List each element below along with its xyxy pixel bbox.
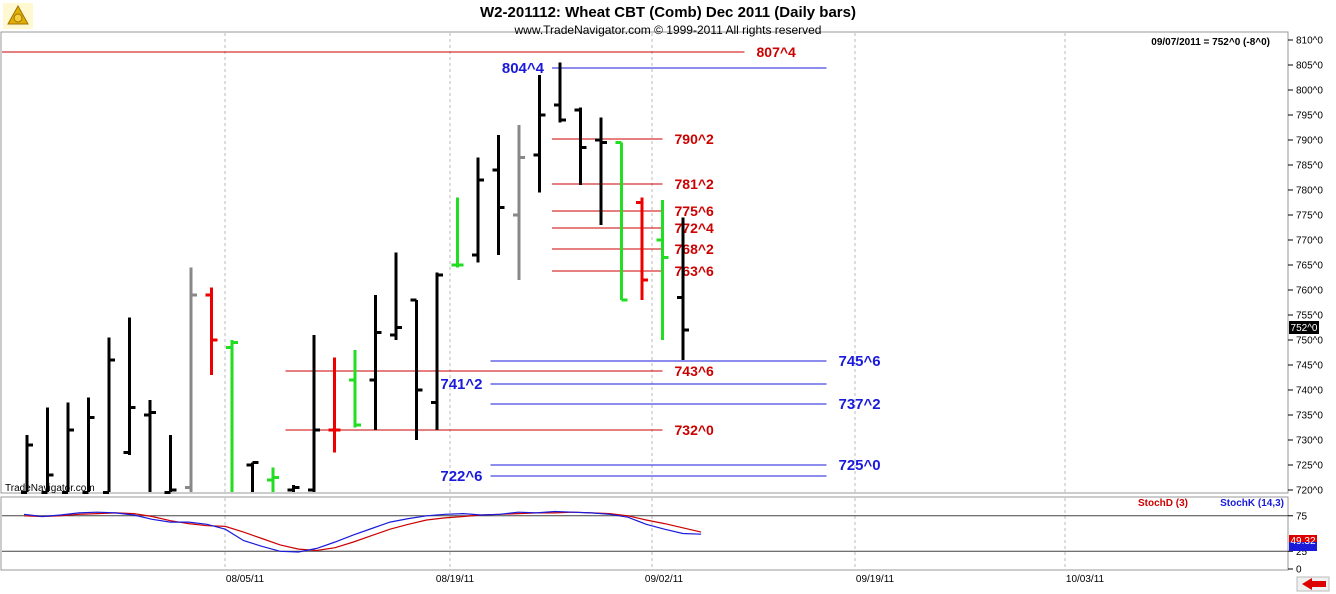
y-tick-label: 810^0: [1296, 36, 1323, 47]
price-bar: [513, 125, 525, 280]
y-tick-label: 740^0: [1296, 386, 1323, 397]
chart-title: W2-201112: Wheat CBT (Comb) Dec 2011 (Da…: [480, 4, 856, 21]
level-label: 741^2: [440, 376, 482, 393]
price-bar: [205, 287, 218, 375]
level-label: 745^6: [839, 353, 881, 370]
price-bar: [636, 197, 648, 300]
price-bar: [472, 157, 484, 263]
stoch-last-value: 49.32: [1290, 536, 1315, 547]
price-bar: [226, 340, 238, 492]
date-axis: 08/05/11 08/19/11 09/02/11 09/19/11 10/03/11: [226, 574, 1105, 585]
y-tick-label: 760^0: [1296, 286, 1323, 297]
level-label: 732^0: [675, 422, 715, 438]
y-tick-label: 780^0: [1296, 186, 1323, 197]
price-bar: [41, 407, 54, 494]
price-bar: [82, 397, 95, 494]
last-price-marker: 752^0: [1289, 321, 1319, 334]
price-bar: [144, 400, 156, 492]
copyright-text: www.TradeNavigator.com © 1999-2011 All r…: [514, 23, 822, 37]
y-tick-label: 800^0: [1296, 86, 1323, 97]
stoch-k-legend: StochK (14,3): [1220, 498, 1284, 509]
grid: [224, 33, 1066, 569]
price-bar: [554, 62, 566, 123]
x-tick-label: 08/19/11: [436, 574, 475, 585]
price-bar: [390, 252, 402, 340]
stoch-k-line: [23, 510, 702, 553]
price-bar: [246, 461, 259, 492]
level-label: 763^6: [675, 263, 715, 279]
y-tick-label: 765^0: [1296, 261, 1323, 272]
y-tick-label: 730^0: [1296, 436, 1323, 447]
price-bar: [287, 485, 300, 492]
x-tick-label: 09/02/11: [645, 574, 684, 585]
price-bar: [677, 217, 689, 360]
level-label: 743^6: [675, 363, 715, 379]
level-label: 807^4: [757, 44, 797, 60]
scroll-left-arrow-icon[interactable]: [1296, 576, 1330, 592]
y-tick-label: 805^0: [1296, 61, 1323, 72]
price-bar: [103, 337, 115, 494]
price-bar: [164, 435, 177, 494]
y-tick-label: 735^0: [1296, 411, 1323, 422]
price-bar: [574, 107, 587, 185]
y-tick-label: 785^0: [1296, 161, 1323, 172]
y-tick-label: 795^0: [1296, 111, 1323, 122]
stoch-tick-label: 25: [1296, 547, 1308, 558]
stoch-tick-label: 75: [1296, 511, 1308, 522]
price-bar: [451, 197, 464, 268]
price-axis: 810^0 805^0 800^0 795^0 790^0 785^0 780^0 775^0…: [1288, 36, 1323, 497]
price-bar: [656, 200, 669, 340]
price-bar: [349, 350, 361, 428]
price-bar: [185, 267, 197, 492]
price-bar: [328, 357, 341, 453]
price-bar: [369, 295, 382, 430]
price-bar: [533, 75, 546, 193]
price-bars: [21, 62, 689, 494]
y-tick-label: 720^0: [1296, 486, 1323, 497]
indicator-panel-frame: [0, 496, 1289, 571]
last-bar-info: 09/07/2011 = 752^0 (-8^0): [1151, 37, 1270, 48]
x-tick-label: 08/05/11: [226, 574, 265, 585]
stoch-d-legend: StochD (3): [1138, 498, 1188, 509]
price-bar: [431, 272, 443, 430]
x-tick-label: 10/03/11: [1066, 574, 1105, 585]
level-label: 804^4: [502, 60, 545, 77]
y-tick-label: 770^0: [1296, 236, 1323, 247]
y-tick-label: 750^0: [1296, 336, 1323, 347]
y-tick-label: 755^0: [1296, 311, 1323, 322]
y-tick-label: 745^0: [1296, 361, 1323, 372]
x-tick-label: 09/19/11: [856, 574, 895, 585]
price-bar: [21, 435, 33, 494]
level-label: 722^6: [440, 468, 482, 485]
level-label: 781^2: [675, 176, 715, 192]
level-label: 775^6: [675, 203, 715, 219]
level-label: 772^4: [675, 220, 715, 236]
y-tick-label: 775^0: [1296, 211, 1323, 222]
trade-navigator-logo-icon[interactable]: [3, 3, 33, 29]
stoch-tick-label: 0: [1296, 565, 1302, 576]
last-price-label: 752^0: [1291, 323, 1318, 334]
price-bar: [267, 467, 279, 492]
price-bar: [410, 298, 423, 440]
stoch-last-value-marker: 49.32: [1289, 535, 1317, 551]
level-label: 790^2: [675, 131, 715, 147]
stochastic-panel: 75 25 0: [2, 510, 1308, 576]
level-label: 737^2: [839, 396, 881, 413]
price-bar: [492, 135, 505, 255]
price-bar: [123, 317, 136, 455]
price-panel-frame: [0, 31, 1289, 494]
price-bar: [308, 335, 320, 492]
price-bar: [595, 117, 607, 225]
price-bar: [62, 402, 74, 494]
level-label: 768^2: [675, 241, 715, 257]
y-tick-label: 790^0: [1296, 136, 1323, 147]
y-tick-label: 725^0: [1296, 461, 1323, 472]
price-bar: [615, 141, 628, 302]
level-label: 725^0: [839, 457, 881, 474]
watermark-text: TradeNavigator.com: [5, 483, 95, 494]
